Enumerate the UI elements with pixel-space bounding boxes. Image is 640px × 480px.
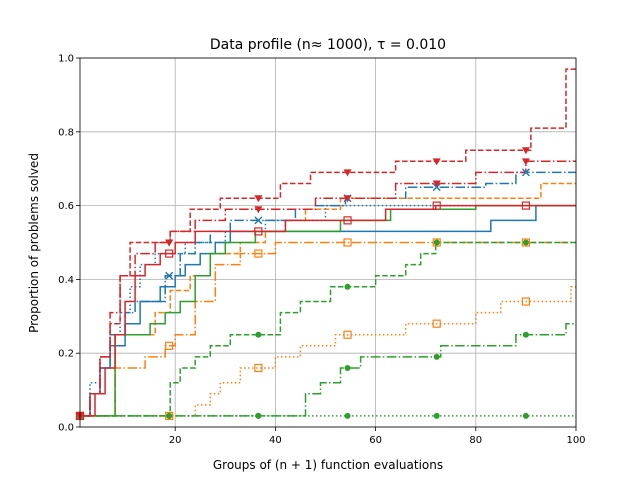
data-point-marker [254,216,263,225]
data-point-marker [432,180,441,188]
x-tick-label: 20 [169,435,182,446]
series-line-green-dashed [80,241,576,417]
data-point-marker [254,206,263,214]
y-tick-label: 1.0 [58,54,74,65]
data-point-marker [521,238,530,247]
data-point-marker [254,249,263,258]
data-point-marker [433,353,440,360]
series-line-green-solid [80,204,576,417]
data-point-marker [344,364,351,371]
data-point-marker [254,195,263,203]
data-point-marker [433,239,440,246]
x-tick-label: 60 [369,435,382,446]
data-point-marker [255,412,262,419]
data-point-marker [432,238,441,247]
x-tick-label: 40 [269,435,282,446]
data-point-marker [344,412,351,419]
y-tick-label: 0.0 [58,423,74,434]
data-point-marker [521,147,530,155]
data-point-marker [165,411,174,421]
data-point-marker [521,158,530,166]
chart-title: Data profile (n≈ 1000), τ = 0.010 [210,37,446,53]
y-axis-label: Proportion of problems solved [27,153,41,333]
y-tick-label: 0.6 [58,201,74,212]
series-line-orange-dashdot [80,241,576,417]
data-point-marker [343,330,352,339]
x-tick-label: 80 [469,435,482,446]
data-point-marker [344,283,351,290]
plot-frame [79,57,577,428]
y-axis-ticks: 0.0 0.2 0.4 0.6 0.8 1.0 [58,54,80,434]
data-point-marker [343,169,352,177]
data-point-marker [165,271,174,280]
data-point-marker [343,216,352,225]
y-tick-label: 0.2 [58,349,74,360]
data-point-marker [165,249,174,258]
data-point-marker [432,201,441,210]
series-line-orange-dashed [80,182,576,417]
data-point-marker [165,239,174,247]
series-line-orange-dotted [80,286,576,417]
data-point-marker [521,168,530,177]
x-axis-ticks: 20 40 60 80 100 [169,427,586,446]
data-point-marker [343,195,352,203]
data-point-marker [432,319,441,328]
marker-layer [75,147,530,421]
x-axis-label: Groups of (n + 1) function evaluations [213,458,443,472]
y-tick-label: 0.8 [58,127,74,138]
data-point-marker [522,412,529,419]
data-point-marker [522,331,529,338]
data-point-marker [432,158,441,166]
data-point-marker [343,238,352,247]
data-point-marker [255,331,262,338]
series-line-red-solid [80,204,576,417]
data-point-marker [254,227,263,236]
x-tick-label: 100 [566,435,585,446]
data-point-marker [254,363,263,373]
data-point-marker [433,412,440,419]
data-point-marker [166,412,173,419]
data-point-marker [522,239,529,246]
data-point-marker [165,341,174,350]
data-point-marker [521,201,530,210]
data-point-marker [521,297,530,306]
y-tick-label: 0.4 [58,275,74,286]
